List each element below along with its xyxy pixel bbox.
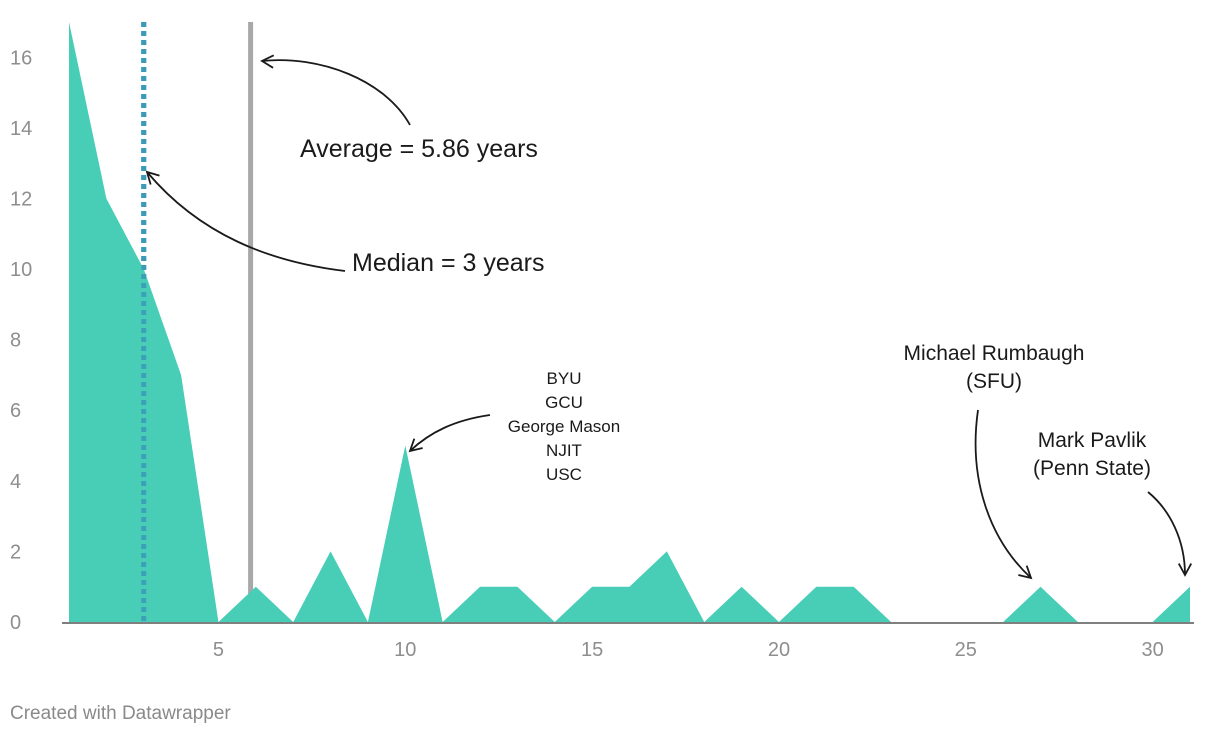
pavlik-arrow-head [1177, 563, 1193, 577]
average-arrow [261, 59, 411, 126]
ten-years-label: USC [546, 465, 582, 484]
rumbaugh-label: (SFU) [966, 370, 1022, 393]
ten-years-arrow [409, 414, 491, 452]
area-chart: 0 2 4 6 8 10 12 14 16 5 10 15 20 25 30 Average = 5.86 … [10, 22, 1194, 661]
y-tick-label: 10 [10, 259, 32, 281]
area-series [69, 22, 1190, 622]
y-tick-label: 16 [10, 47, 32, 69]
rumbaugh-arrow [974, 409, 1032, 579]
credit-text: Created with Datawrapper [10, 703, 231, 724]
x-tick-label: 15 [581, 639, 603, 661]
median-arrow [146, 171, 346, 272]
y-tick-label: 2 [10, 541, 21, 563]
y-tick-label: 12 [10, 188, 32, 210]
average-annotation: Average = 5.86 years [300, 135, 538, 163]
x-tick-label: 10 [394, 639, 416, 661]
rumbaugh-arrow-head [1018, 565, 1033, 580]
median-annotation: Median = 3 years [352, 249, 544, 277]
y-tick-label: 8 [10, 330, 21, 352]
pavlik-arrow [1147, 491, 1186, 576]
y-tick-label: 0 [10, 612, 21, 634]
ten-years-label: BYU [547, 369, 582, 388]
y-tick-label: 14 [10, 118, 32, 140]
y-tick-label: 4 [10, 471, 21, 493]
average-arrow-head [260, 54, 275, 69]
ten-years-label: GCU [545, 393, 583, 412]
y-tick-label: 6 [10, 400, 21, 422]
x-tick-label: 20 [768, 639, 790, 661]
x-tick-label: 5 [213, 639, 224, 661]
ten-years-arrow-head [408, 438, 423, 453]
pavlik-label: (Penn State) [1033, 457, 1151, 480]
ten-years-label: NJIT [546, 441, 582, 460]
median-arrow-head [145, 170, 160, 185]
ten-years-label: George Mason [508, 417, 620, 436]
x-tick-label: 25 [955, 639, 977, 661]
pavlik-label: Mark Pavlik [1038, 429, 1147, 452]
x-tick-label: 30 [1142, 639, 1164, 661]
rumbaugh-label: Michael Rumbaugh [904, 342, 1085, 365]
